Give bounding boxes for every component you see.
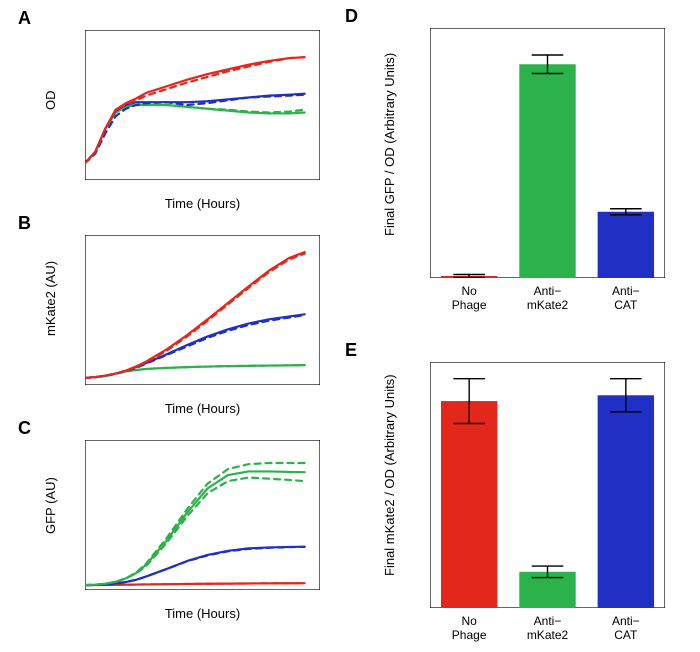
panelE-cat0-line2: Phage	[429, 628, 509, 642]
panelD-cat1-line2: mKate2	[508, 298, 588, 312]
panelA-xlabel: Time (Hours)	[85, 196, 320, 211]
panelC-blue_dash	[85, 547, 305, 585]
panelC-green_dash_lo	[85, 478, 305, 586]
panelB-red_dash	[85, 254, 305, 378]
panelD-cat1-line1: Anti−	[508, 284, 588, 298]
panelA-label: A	[18, 8, 31, 29]
panelB-green_solid	[85, 365, 305, 378]
panelB-xlabel: Time (Hours)	[85, 401, 320, 416]
panelA-ylabel: OD	[43, 90, 58, 110]
panelB-blue_dash	[85, 315, 305, 378]
panelC-xlabel: Time (Hours)	[85, 606, 320, 621]
panelB-chart: 05101520010002000	[85, 235, 320, 385]
panelC-blue_solid	[85, 547, 305, 585]
panelD-chart: 0200040006000800010000	[430, 28, 665, 278]
panelE-cat0-line1: No	[429, 614, 509, 628]
panelE-cat1-line1: Anti−	[508, 614, 588, 628]
panelC-green_dash_hi	[85, 463, 305, 585]
panelE-ylabel: Final mKate2 / OD (Arbitrary Units)	[382, 374, 397, 576]
panelB-ylabel: mKate2 (AU)	[43, 261, 58, 336]
panelE-bar-0	[441, 401, 497, 608]
panelA-blue_dash	[85, 95, 305, 163]
panelD-label: D	[345, 6, 358, 27]
panelE-chart: 050010001500	[430, 362, 665, 608]
panelD-cat0-line2: Phage	[429, 298, 509, 312]
panelC-chart: 051015200200040006000	[85, 440, 320, 590]
panelE-cat2-line2: CAT	[586, 628, 666, 642]
panelD-cat0-line1: No	[429, 284, 509, 298]
panelA-blue_solid	[85, 94, 305, 163]
panelC-ylabel: GFP (AU)	[43, 477, 58, 534]
panelC-green_solid	[85, 471, 305, 585]
panelD-cat2-line1: Anti−	[586, 284, 666, 298]
panelD-cat2-line2: CAT	[586, 298, 666, 312]
panelD-bar-2	[598, 212, 654, 278]
panelE-bar-2	[598, 395, 654, 608]
panelC-label: C	[18, 418, 31, 439]
figure-root: A B C D E 051015200.511.5 Time (Hours) OD 051015…	[0, 0, 700, 652]
panelE-cat2-line1: Anti−	[586, 614, 666, 628]
panelD-bar-1	[519, 64, 575, 278]
panelE-cat1-line2: mKate2	[508, 628, 588, 642]
panelB-label: B	[18, 213, 31, 234]
panelA-chart: 051015200.511.5	[85, 30, 320, 180]
panelE-label: E	[345, 340, 357, 361]
panelD-ylabel: Final GFP / OD (Arbitrary Units)	[382, 53, 397, 236]
panelB-blue_solid	[85, 314, 305, 378]
